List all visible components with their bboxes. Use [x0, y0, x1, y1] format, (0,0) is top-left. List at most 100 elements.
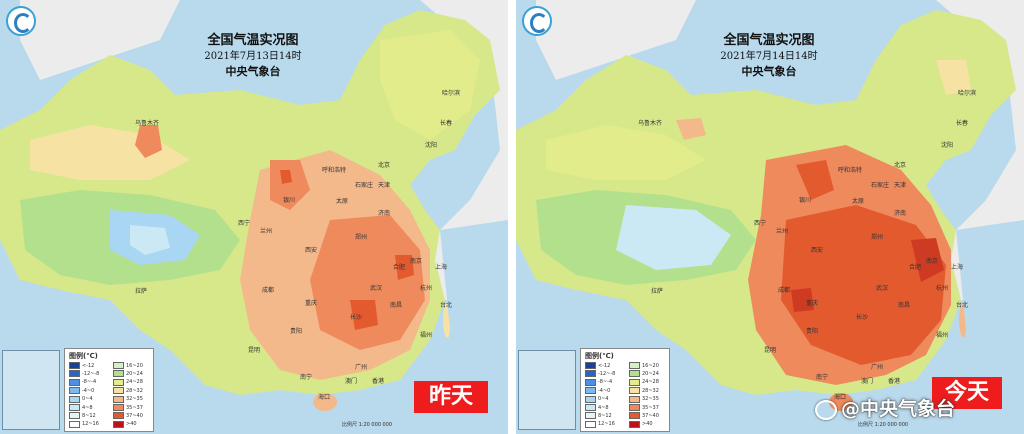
- legend-item: 4~8: [69, 404, 93, 411]
- city-label: 台北: [440, 302, 453, 309]
- legend-item: 20~24: [629, 370, 659, 378]
- city-label: 兰州: [776, 228, 789, 235]
- legend-label: 35~37: [642, 404, 659, 411]
- legend-swatch: [69, 387, 80, 395]
- city-label: 南京: [926, 258, 939, 265]
- legend-item: 32~35: [113, 395, 143, 403]
- legend-title: 图例(℃): [585, 352, 614, 360]
- city-label: 北京: [378, 162, 391, 169]
- legend-label: 16~20: [126, 362, 143, 369]
- city-label: 重庆: [305, 300, 318, 307]
- city-label: 济南: [894, 210, 907, 217]
- city-label: 南宁: [816, 374, 829, 381]
- legend-item: 0~4: [69, 395, 93, 403]
- city-label: 石家庄: [871, 182, 890, 189]
- legend-swatch: [629, 404, 640, 411]
- legend-swatch: [629, 362, 640, 369]
- city-label: 重庆: [806, 300, 819, 307]
- city-label: 广州: [355, 364, 368, 371]
- city-label: 杭州: [420, 285, 433, 292]
- city-label: 西安: [305, 247, 318, 254]
- legend-swatch: [585, 395, 596, 403]
- legend-label: 12~16: [598, 421, 615, 428]
- legend-item: 12~16: [585, 420, 615, 428]
- legend-swatch: [113, 412, 124, 420]
- legend: 图例(℃) <-12 -12~-8 -8~-4 -4~0 0~4 4~8 8~12 12~16…: [64, 348, 154, 432]
- city-label: 福州: [420, 332, 433, 339]
- temperature-map: [516, 0, 1024, 434]
- legend-swatch: [629, 420, 640, 428]
- city-label: 长沙: [350, 314, 363, 321]
- city-label: 香港: [888, 378, 901, 385]
- legend-swatch: [629, 378, 640, 386]
- legend-swatch: [113, 378, 124, 386]
- legend-item: -4~0: [69, 387, 94, 395]
- city-label: 合肥: [393, 264, 406, 271]
- legend-label: 28~32: [126, 387, 143, 394]
- legend-swatch: [585, 412, 596, 420]
- legend-item: 16~20: [629, 362, 659, 369]
- legend-swatch: [69, 370, 80, 378]
- city-label: 南宁: [300, 374, 313, 381]
- day-tag: 今天: [932, 377, 1002, 409]
- legend-item: 12~16: [69, 420, 99, 428]
- city-label: 郑州: [871, 234, 884, 241]
- legend-item: 35~37: [629, 404, 659, 411]
- legend-item: 37~40: [629, 412, 659, 420]
- map-issuer: 中央气象台: [225, 65, 281, 78]
- legend-item: 8~12: [585, 412, 612, 420]
- legend-item: 24~28: [113, 378, 143, 386]
- legend-label: 20~24: [642, 370, 659, 377]
- legend-label: 4~8: [598, 404, 609, 411]
- city-label: 西安: [811, 247, 824, 254]
- weibo-eye-icon: [815, 399, 837, 420]
- legend-label: -12~-8: [598, 370, 616, 377]
- legend-label: 8~12: [82, 412, 96, 419]
- city-label: 武汉: [876, 285, 889, 292]
- legend-swatch: [69, 378, 80, 386]
- legend-item: 35~37: [113, 404, 143, 411]
- city-label: 沈阳: [425, 142, 438, 149]
- city-label: 郑州: [355, 234, 368, 241]
- legend-title: 图例(℃): [69, 352, 98, 360]
- legend: 图例(℃) <-12 -12~-8 -8~-4 -4~0 0~4 4~8 8~12 12~16…: [580, 348, 670, 432]
- legend-swatch: [69, 404, 80, 411]
- city-label: 成都: [262, 287, 275, 294]
- city-label: 天津: [378, 182, 391, 189]
- map-footer: 比例尺 1:20 000 000: [858, 422, 909, 428]
- legend-label: -12~-8: [82, 370, 100, 377]
- city-label: 太原: [852, 198, 865, 205]
- city-label: 长春: [440, 120, 453, 127]
- legend-swatch: [629, 370, 640, 378]
- legend-swatch: [113, 395, 124, 403]
- city-label: 西宁: [238, 220, 251, 227]
- map-date: 2021年7月14日14时: [720, 51, 818, 62]
- city-label: 澳门: [345, 378, 358, 385]
- city-label: 上海: [951, 264, 964, 271]
- legend-label: 37~40: [126, 412, 143, 419]
- city-label: 福州: [936, 332, 949, 339]
- city-label: 杭州: [936, 285, 949, 292]
- legend-swatch: [585, 370, 596, 378]
- legend-label: 28~32: [642, 387, 659, 394]
- legend-item: -8~-4: [69, 378, 96, 386]
- legend-item: <-12: [69, 362, 94, 369]
- legend-label: 24~28: [642, 379, 659, 386]
- temperature-map: [0, 0, 508, 434]
- city-label: 呼和浩特: [322, 167, 347, 174]
- legend-swatch: [69, 420, 80, 428]
- city-label: 南昌: [898, 302, 911, 309]
- city-label: 西宁: [754, 220, 767, 227]
- city-label: 昆明: [248, 347, 261, 354]
- city-label: 合肥: [909, 264, 922, 271]
- legend-item: 37~40: [113, 412, 143, 420]
- city-label: 长春: [956, 120, 969, 127]
- cma-logo-icon: [6, 6, 36, 36]
- legend-item: >40: [113, 420, 137, 428]
- map-title: 全国气温实况图: [723, 33, 815, 48]
- legend-item: -8~-4: [585, 378, 612, 386]
- legend-label: 32~35: [126, 396, 143, 403]
- city-label: 广州: [871, 364, 884, 371]
- city-label: 海口: [834, 394, 847, 401]
- city-label: 长沙: [856, 314, 869, 321]
